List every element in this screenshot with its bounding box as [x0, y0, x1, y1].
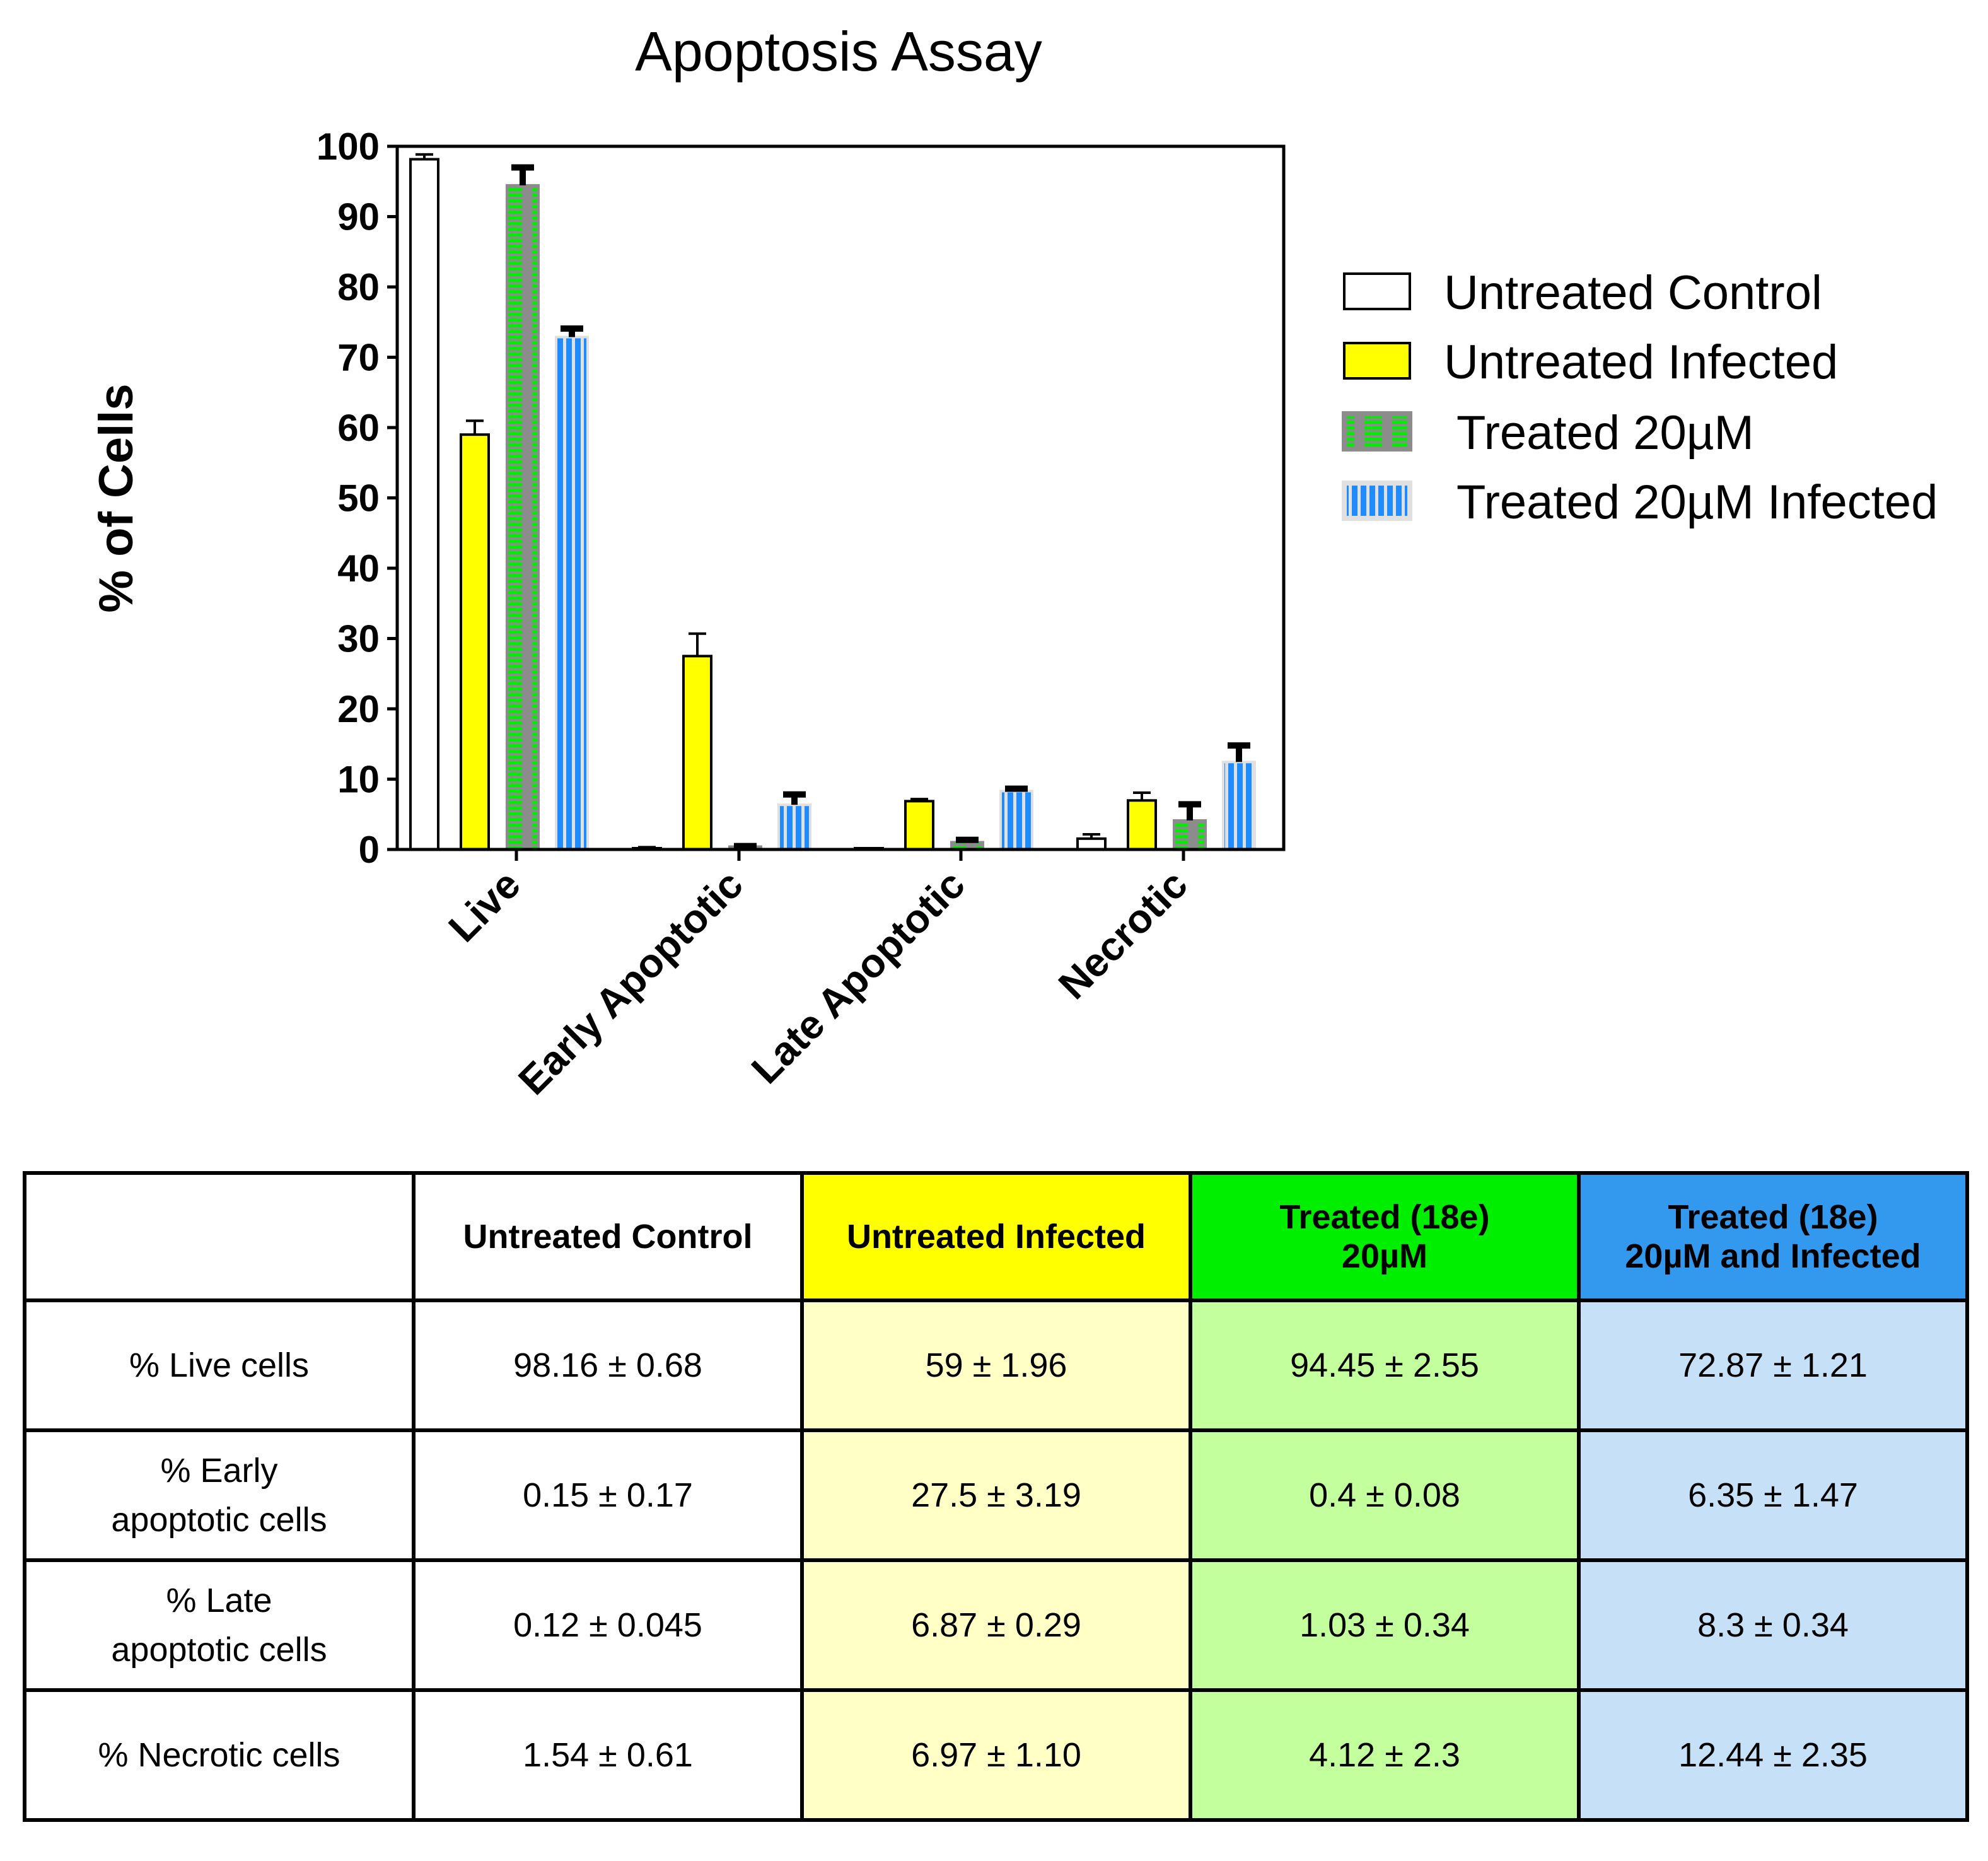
row-label: % Early apoptotic cells	[23, 1428, 416, 1562]
bar-untreated-control-live	[409, 158, 439, 851]
header-treated-infected: Treated (18e) 20µM and Infected	[1577, 1171, 1969, 1302]
y-tick-label: 20	[337, 688, 380, 730]
header-untreated-control: Untreated Control	[412, 1171, 804, 1302]
table-cell: 27.5 ± 3.19	[800, 1428, 1192, 1562]
y-tick-label: 90	[337, 196, 380, 238]
x-tick-label-early-apoptotic: Early Apoptotic	[509, 861, 752, 1104]
row-label: % Live cells	[23, 1298, 416, 1432]
legend: Untreated Control Untreated Infected Treat…	[1342, 266, 1938, 529]
legend-swatch-untreated-control	[1343, 272, 1411, 310]
table-header-row: Untreated Control Untreated Infected Tre…	[23, 1171, 1969, 1302]
legend-swatch-untreated-infected	[1343, 342, 1411, 380]
legend-label-treated-20-m-infected: Treated 20µM Infected	[1456, 475, 1938, 529]
bar-untreated-control-necrotic	[1076, 837, 1107, 851]
bar-treated-20-m-infected-live	[555, 335, 589, 851]
table-cell: 6.97 ± 1.10	[800, 1688, 1192, 1822]
y-tick-label: 40	[337, 547, 380, 590]
y-tick-label: 70	[337, 337, 380, 379]
table-row: % Necrotic cells 1.54 ± 0.61 6.97 ± 1.10 4.…	[23, 1688, 1969, 1822]
table-row: % Late apoptotic cells 0.12 ± 0.045 6.87 ±…	[23, 1558, 1969, 1692]
bar-untreated-infected-late-apoptotic	[904, 800, 934, 851]
bar-treated-20-m-necrotic	[1173, 819, 1207, 851]
summary-table: Untreated Control Untreated Infected Tre…	[23, 1171, 1969, 1822]
legend-swatch-treated-20-m-infected	[1342, 481, 1412, 521]
y-tick-label: 50	[337, 477, 380, 520]
legend-label-treated-20-m: Treated 20µM	[1456, 406, 1754, 460]
y-tick-label: 60	[337, 407, 380, 449]
legend-label-untreated-control: Untreated Control	[1444, 266, 1822, 320]
bar-treated-20-m-live	[506, 184, 540, 851]
table-cell: 59 ± 1.96	[800, 1298, 1192, 1432]
header-blank	[23, 1171, 416, 1302]
x-tick-label-live: Live	[439, 861, 528, 950]
table-cell: 0.15 ± 0.17	[412, 1428, 804, 1562]
row-label: % Late apoptotic cells	[23, 1558, 416, 1692]
bar-treated-20-m-infected-necrotic	[1222, 761, 1256, 851]
table-cell: 0.4 ± 0.08	[1189, 1428, 1581, 1562]
y-tick-label: 30	[337, 618, 380, 660]
y-tick-label: 0	[359, 829, 380, 871]
table-cell: 98.16 ± 0.68	[412, 1298, 804, 1432]
table-cell: 12.44 ± 2.35	[1577, 1688, 1969, 1822]
table-row: % Early apoptotic cells 0.15 ± 0.17 27.5 ±…	[23, 1428, 1969, 1562]
y-axis-label: % of Cells	[90, 383, 143, 612]
x-tick-label-late-apoptotic: Late Apoptotic	[743, 861, 974, 1092]
bar-untreated-infected-live	[460, 433, 490, 851]
table-cell: 8.3 ± 0.34	[1577, 1558, 1969, 1692]
table-cell: 4.12 ± 2.3	[1189, 1688, 1581, 1822]
x-tick-label-necrotic: Necrotic	[1050, 861, 1196, 1008]
row-label: % Necrotic cells	[23, 1688, 416, 1822]
table-cell: 94.45 ± 2.55	[1189, 1298, 1581, 1432]
table-row: % Live cells 98.16 ± 0.68 59 ± 1.96 94.45 ±…	[23, 1298, 1969, 1432]
apoptosis-bar-chart: Apoptosis Assay % of Cells 0 10 20 30 40 50 60…	[90, 20, 1938, 1104]
header-untreated-infected: Untreated Infected	[800, 1171, 1192, 1302]
chart-title: Apoptosis Assay	[635, 20, 1042, 83]
y-tick-label: 100	[317, 125, 380, 168]
bar-treated-20-m-infected-early-apoptotic	[777, 803, 811, 851]
bar-treated-20-m-infected-late-apoptotic	[999, 790, 1033, 851]
table-cell: 1.03 ± 0.34	[1189, 1558, 1581, 1692]
table-cell: 1.54 ± 0.61	[412, 1688, 804, 1822]
table-cell: 72.87 ± 1.21	[1577, 1298, 1969, 1432]
table-cell: 6.35 ± 1.47	[1577, 1428, 1969, 1562]
bar-untreated-infected-necrotic	[1127, 799, 1157, 851]
table-cell: 6.87 ± 0.29	[800, 1558, 1192, 1692]
legend-swatch-treated-20-m	[1342, 411, 1412, 452]
header-treated: Treated (18e) 20µM	[1189, 1171, 1581, 1302]
legend-label-untreated-infected: Untreated Infected	[1444, 335, 1838, 389]
table-cell: 0.12 ± 0.045	[412, 1558, 804, 1692]
y-tick-label: 80	[337, 266, 380, 308]
y-tick-label: 10	[337, 759, 380, 801]
bar-untreated-infected-early-apoptotic	[682, 655, 712, 851]
